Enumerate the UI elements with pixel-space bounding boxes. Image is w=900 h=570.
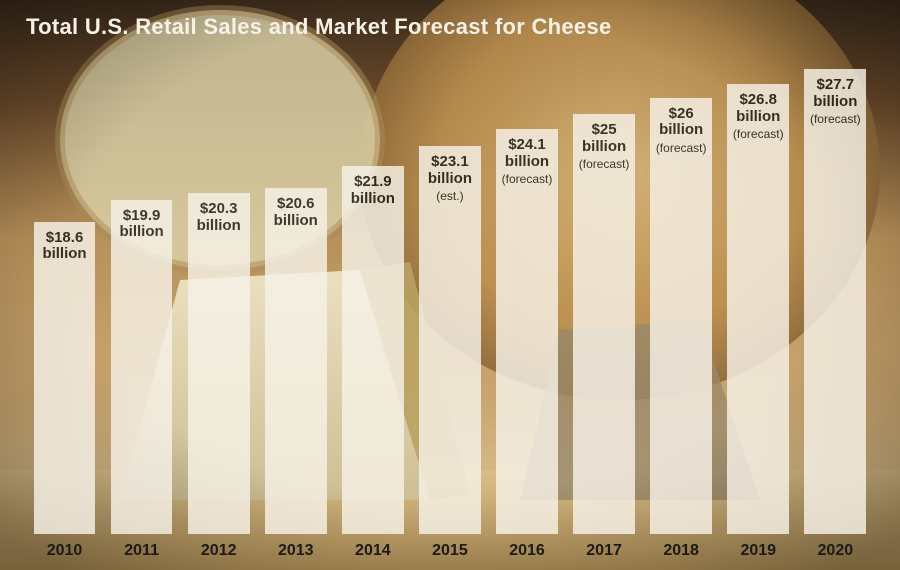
- chart-canvas: Total U.S. Retail Sales and Market Forec…: [0, 0, 900, 570]
- bar-value-amount: $20.6: [269, 196, 323, 213]
- bar-value-unit: billion: [192, 218, 246, 235]
- x-axis-label: 2013: [257, 542, 334, 560]
- bar-value-note: (forecast): [731, 128, 785, 141]
- x-axis-label: 2018: [643, 542, 720, 560]
- bar: $24.1billion (forecast): [496, 129, 558, 534]
- bar-slot: $26.8billion (forecast): [720, 52, 797, 534]
- bar-value-label: $21.9billion: [342, 174, 404, 207]
- x-axis-label: 2011: [103, 542, 180, 560]
- bar: $18.6billion: [34, 222, 96, 534]
- bar-slot: $27.7billion (forecast): [797, 52, 874, 534]
- bar-value-unit: billion: [808, 94, 862, 111]
- bar-value-label: $19.9billion: [111, 208, 173, 241]
- x-axis-label: 2019: [720, 542, 797, 560]
- bar-value-amount: $20.3: [192, 201, 246, 218]
- bar-value-amount: $24.1: [500, 137, 554, 154]
- bar-value-unit: billion: [115, 224, 169, 241]
- bar-slot: $24.1billion (forecast): [488, 52, 565, 534]
- bar: $20.3billion: [188, 193, 250, 534]
- x-axis-label: 2016: [488, 542, 565, 560]
- bar: $26.8billion (forecast): [727, 84, 789, 534]
- bar-value-unit: billion: [654, 122, 708, 139]
- bar-value-unit: billion: [577, 139, 631, 156]
- x-axis-label: 2012: [180, 542, 257, 560]
- bar-value-unit: billion: [731, 109, 785, 126]
- x-axis-label: 2015: [411, 542, 488, 560]
- bar-value-note: (est.): [423, 190, 477, 203]
- bar: $20.6billion: [265, 188, 327, 534]
- bar-value-note: (forecast): [654, 142, 708, 155]
- bar: $25billion (forecast): [573, 114, 635, 534]
- bar-value-amount: $26: [654, 106, 708, 123]
- bar: $21.9billion: [342, 166, 404, 534]
- bar-value-unit: billion: [346, 191, 400, 208]
- bar-value-unit: billion: [423, 171, 477, 188]
- bar-slot: $26billion (forecast): [643, 52, 720, 534]
- bar-value-label: $23.1billion (est.): [419, 154, 481, 203]
- x-axis-label: 2010: [26, 542, 103, 560]
- bar-slot: $21.9billion: [334, 52, 411, 534]
- bar-value-amount: $23.1: [423, 154, 477, 171]
- bar-value-amount: $26.8: [731, 92, 785, 109]
- bar: $19.9billion: [111, 200, 173, 534]
- bar-value-amount: $25: [577, 122, 631, 139]
- bar: $23.1billion (est.): [419, 146, 481, 534]
- bar-slot: $19.9billion: [103, 52, 180, 534]
- bar: $26billion (forecast): [650, 98, 712, 534]
- bar-value-label: $20.3billion: [188, 201, 250, 234]
- bar-slot: $20.6billion: [257, 52, 334, 534]
- bar-value-unit: billion: [500, 154, 554, 171]
- bar-value-label: $24.1billion (forecast): [496, 137, 558, 186]
- bar-value-label: $18.6billion: [34, 230, 96, 263]
- bar-value-unit: billion: [269, 213, 323, 230]
- bar-value-label: $26.8billion (forecast): [727, 92, 789, 141]
- bar-value-amount: $18.6: [38, 230, 92, 247]
- bar-slot: $25billion (forecast): [566, 52, 643, 534]
- chart-plot-area: $18.6billion$19.9billion$20.3billion$20.…: [26, 52, 874, 534]
- bar-slot: $23.1billion (est.): [411, 52, 488, 534]
- bar-slot: $20.3billion: [180, 52, 257, 534]
- bar-value-note: (forecast): [500, 173, 554, 186]
- bar-value-label: $25billion (forecast): [573, 122, 635, 171]
- bar-value-note: (forecast): [577, 158, 631, 171]
- bar-value-amount: $21.9: [346, 174, 400, 191]
- bar-value-label: $27.7billion (forecast): [804, 77, 866, 126]
- chart-x-axis: 2010201120122013201420152016201720182019…: [26, 542, 874, 560]
- bar-value-label: $26billion (forecast): [650, 106, 712, 155]
- bar-value-note: (forecast): [808, 113, 862, 126]
- x-axis-label: 2014: [334, 542, 411, 560]
- x-axis-label: 2020: [797, 542, 874, 560]
- bar-value-label: $20.6billion: [265, 196, 327, 229]
- bar-slot: $18.6billion: [26, 52, 103, 534]
- x-axis-label: 2017: [566, 542, 643, 560]
- bar-value-unit: billion: [38, 246, 92, 263]
- bar-value-amount: $19.9: [115, 208, 169, 225]
- chart-title: Total U.S. Retail Sales and Market Forec…: [26, 14, 612, 40]
- bar: $27.7billion (forecast): [804, 69, 866, 534]
- bar-value-amount: $27.7: [808, 77, 862, 94]
